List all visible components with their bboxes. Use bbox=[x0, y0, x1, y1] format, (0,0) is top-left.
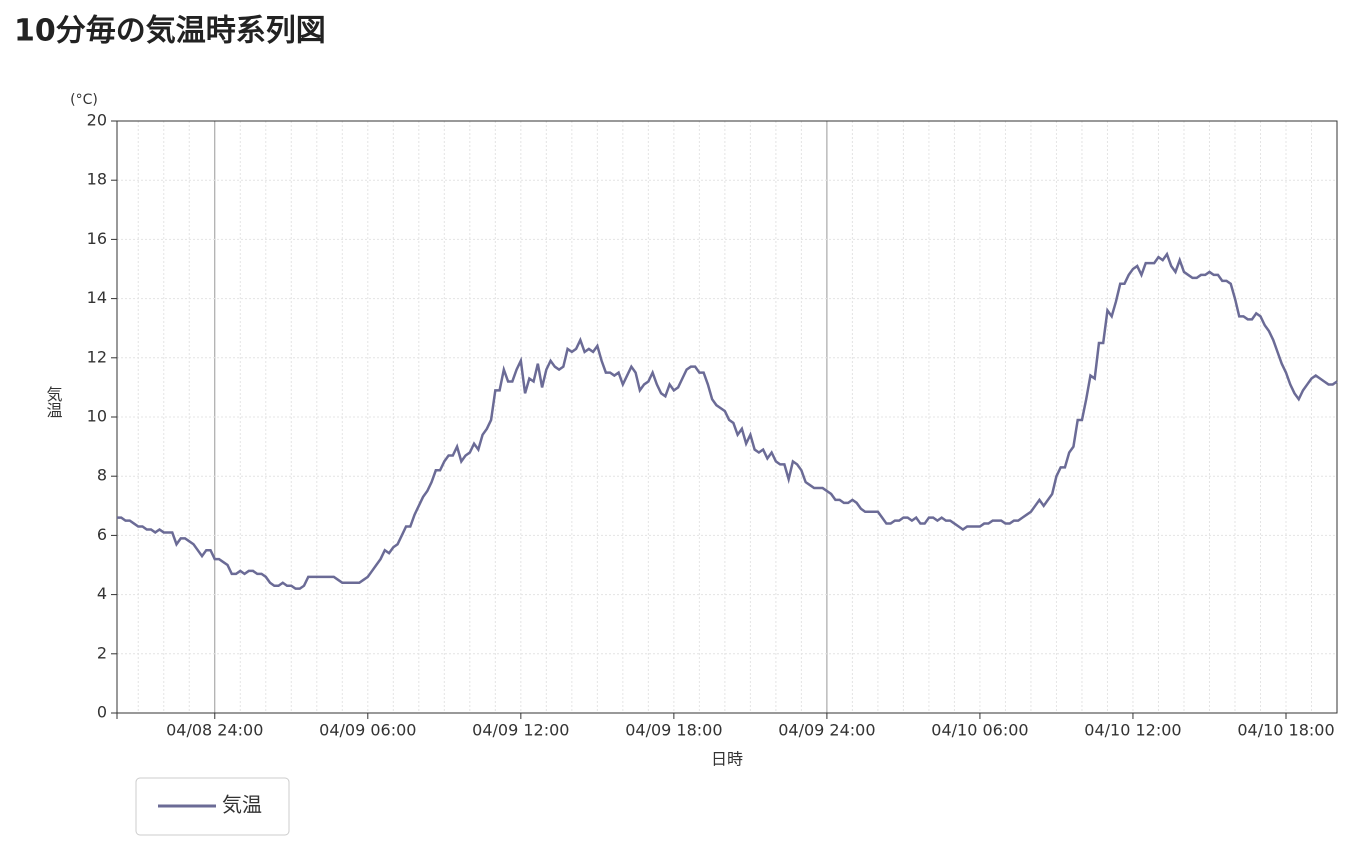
y-tick-label: 18 bbox=[87, 170, 107, 189]
y-tick-label: 10 bbox=[87, 407, 107, 426]
y-tick-label: 4 bbox=[97, 584, 107, 603]
x-tick-label: 04/08 24:00 bbox=[166, 721, 263, 740]
plot-frame bbox=[116, 120, 1338, 714]
line bbox=[117, 251, 1338, 590]
x-tick-label: 04/09 06:00 bbox=[319, 721, 416, 740]
x-tick-label: 04/10 06:00 bbox=[931, 721, 1028, 740]
x-tick-label: 04/09 12:00 bbox=[472, 721, 569, 740]
y-tick-label: 12 bbox=[87, 347, 107, 366]
y-unit: (°C) bbox=[70, 92, 98, 108]
legend-label: 気温 bbox=[222, 793, 262, 817]
y-tick-label: 2 bbox=[97, 643, 107, 662]
y-tick-label: 8 bbox=[97, 466, 107, 485]
x-axis-label: 日時 bbox=[711, 750, 743, 769]
y-tick-label: 16 bbox=[87, 229, 107, 248]
x-tick-label: 04/10 18:00 bbox=[1237, 721, 1334, 740]
x-tick-label: 04/09 24:00 bbox=[778, 721, 875, 740]
x-tick-label: 04/09 18:00 bbox=[625, 721, 722, 740]
x-tick-label: 04/10 12:00 bbox=[1084, 721, 1181, 740]
chart-title: 10分毎の気温時系列図 bbox=[14, 14, 326, 49]
y-tick-label: 20 bbox=[87, 111, 107, 130]
y-axis-label: 気温 bbox=[44, 386, 63, 418]
y-tick-label: 14 bbox=[87, 288, 107, 307]
y-tick-label: 6 bbox=[97, 525, 107, 544]
y-tick-label: 0 bbox=[97, 703, 107, 722]
